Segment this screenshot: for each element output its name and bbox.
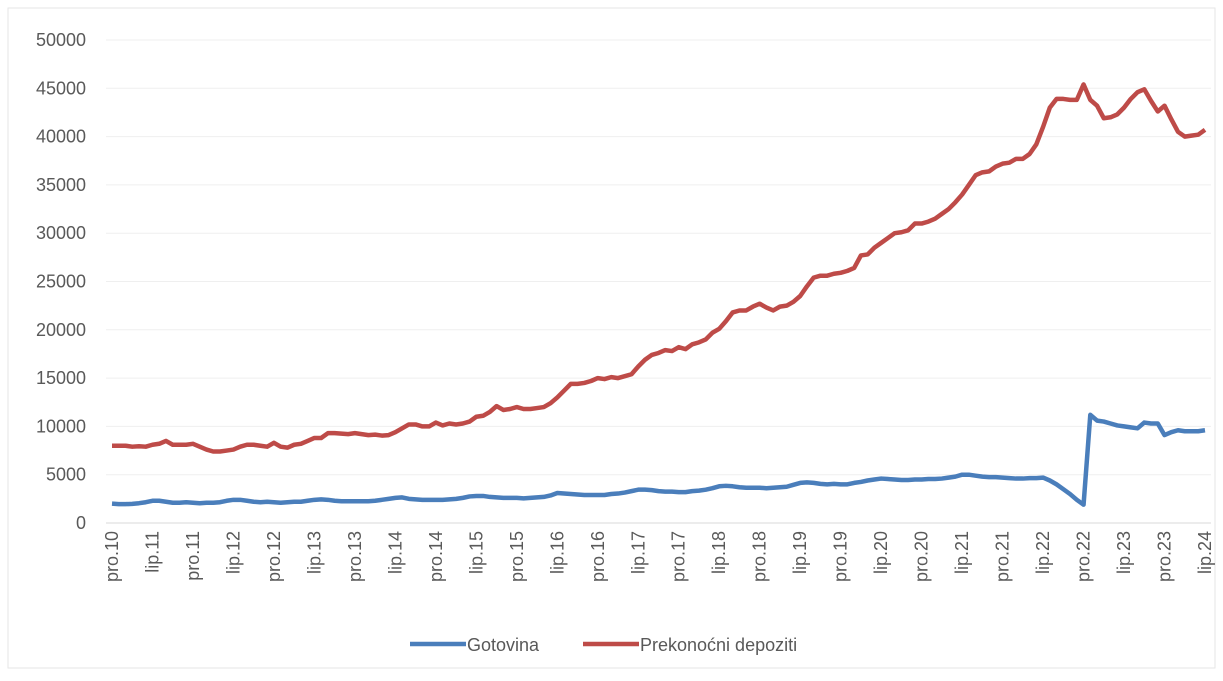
x-tick-label: pro.17 (669, 531, 689, 582)
x-tick-label: pro.15 (507, 531, 527, 582)
x-tick-label: pro.20 (912, 531, 932, 582)
x-tick-label: lip.11 (142, 531, 162, 573)
y-tick-label: 20000 (36, 320, 86, 340)
x-tick-label: pro.18 (750, 531, 770, 582)
y-tick-label: 35000 (36, 175, 86, 195)
y-tick-label: 45000 (36, 78, 86, 98)
x-tick-label: lip.13 (304, 531, 324, 574)
x-tick-label: lip.19 (790, 531, 810, 574)
x-tick-label: pro.22 (1074, 531, 1094, 582)
y-tick-label: 15000 (36, 368, 86, 388)
x-tick-label: lip.18 (709, 531, 729, 574)
y-tick-label: 50000 (36, 30, 86, 50)
x-tick-label: pro.13 (345, 531, 365, 582)
y-tick-label: 30000 (36, 223, 86, 243)
legend-label: Gotovina (467, 635, 540, 655)
y-tick-label: 0 (76, 513, 86, 533)
x-tick-label: pro.16 (588, 531, 608, 582)
series-line (111, 412, 1206, 507)
x-tick-label: lip.12 (223, 531, 243, 574)
x-tick-label: pro.14 (426, 531, 446, 582)
chart-frame (7, 7, 1216, 669)
x-tick-label: lip.23 (1114, 531, 1134, 574)
x-tick-label: pro.12 (264, 531, 284, 582)
x-tick-label: pro.19 (831, 531, 851, 582)
x-tick-label: pro.10 (102, 531, 122, 582)
x-tick-label: lip.14 (385, 531, 405, 574)
x-tick-label: pro.23 (1155, 531, 1175, 582)
y-tick-label: 40000 (36, 127, 86, 147)
series-line (112, 82, 1207, 454)
x-tick-label: lip.17 (628, 531, 648, 574)
x-tick-label: lip.20 (871, 531, 891, 574)
y-tick-label: 5000 (46, 465, 86, 485)
x-tick-label: lip.22 (1033, 531, 1053, 574)
x-tick-label: lip.21 (952, 531, 972, 574)
legend-label: Prekonoćni depoziti (640, 635, 797, 655)
x-tick-label: lip.24 (1195, 531, 1215, 574)
x-tick-label: lip.15 (466, 531, 486, 574)
y-tick-label: 25000 (36, 272, 86, 292)
y-tick-label: 10000 (36, 416, 86, 436)
x-tick-label: lip.16 (547, 531, 567, 574)
x-tick-label: pro.11 (183, 531, 203, 581)
x-tick-label: pro.21 (993, 531, 1013, 582)
